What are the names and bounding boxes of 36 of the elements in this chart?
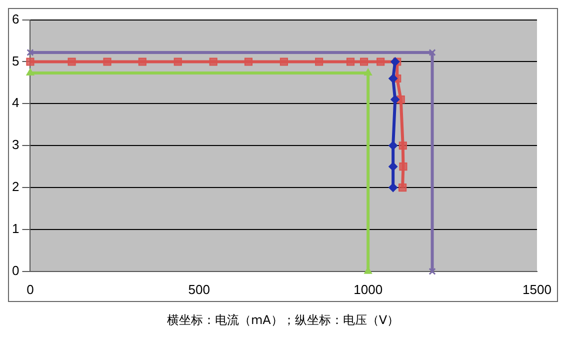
point: [399, 162, 408, 171]
y-tick-label: 0: [12, 262, 20, 278]
point: [26, 48, 34, 56]
y-tick-label: 5: [12, 53, 20, 68]
y-tick-label: 1: [12, 221, 20, 236]
point: [390, 94, 400, 104]
point: [390, 57, 400, 66]
point: [428, 268, 436, 275]
point: [244, 58, 253, 66]
point: [103, 58, 112, 66]
point: [315, 58, 324, 66]
text: 横坐标：电流（mA）；纵坐标：电压（V）: [166, 312, 400, 329]
point: [68, 58, 76, 66]
point: [138, 58, 146, 66]
point: [26, 58, 34, 66]
x-tick-label: 0: [26, 282, 34, 297]
x-tick-label: 1000: [354, 282, 383, 297]
y-tick-label: 3: [12, 137, 20, 152]
point: [26, 68, 34, 76]
y-tick-label: 2: [12, 179, 20, 194]
point: [280, 58, 288, 66]
point: [174, 58, 182, 66]
point: [388, 183, 398, 192]
point: [364, 68, 372, 76]
point: [360, 58, 368, 66]
point: [398, 142, 407, 150]
point: [346, 58, 355, 66]
y-tick-label: 4: [12, 95, 20, 110]
point: [209, 58, 218, 66]
point: [398, 184, 407, 192]
point: [428, 48, 436, 56]
y-tick-label: 6: [12, 11, 20, 26]
x-tick-label: 1500: [522, 282, 552, 297]
x-tick-label: 500: [188, 282, 210, 297]
point: [376, 58, 385, 66]
point: [388, 74, 398, 84]
